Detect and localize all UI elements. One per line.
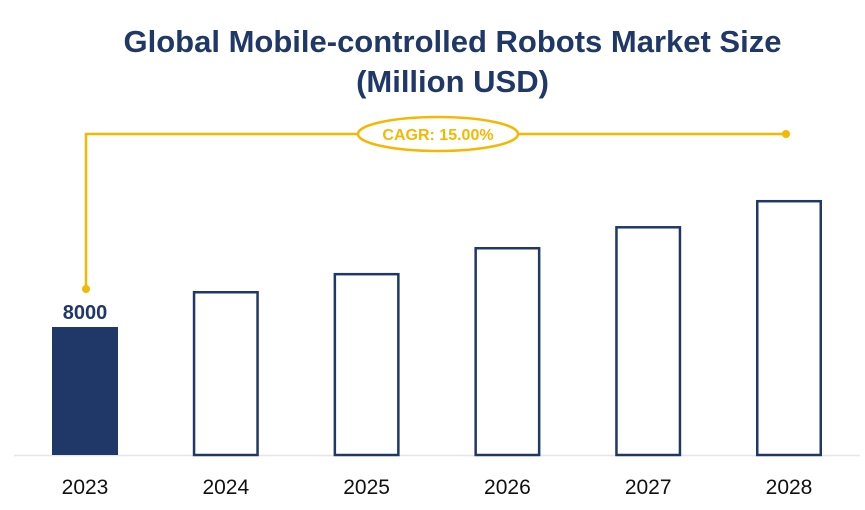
bar-2027 [615, 226, 682, 457]
x-tick-label-2024: 2024 [202, 476, 249, 499]
bar-2024 [192, 291, 259, 457]
chart-title: Global Mobile-controlled Robots Market S… [0, 22, 865, 102]
cagr-line [84, 132, 786, 288]
bar-2028 [756, 199, 822, 457]
cagr-end-dot [782, 130, 790, 138]
x-tick-label-2023: 2023 [62, 476, 109, 499]
title-line-1: Global Mobile-controlled Robots Market S… [123, 24, 782, 59]
x-tick-label-2028: 2028 [766, 476, 813, 499]
cagr-start-dot [82, 285, 90, 293]
title-line-2: (Million USD) [356, 64, 549, 99]
data-label-2023: 8000 [63, 302, 108, 324]
cagr-annotation: CAGR: 15.00% [82, 115, 790, 293]
bar-2025 [333, 272, 400, 457]
cagr-label: CAGR: 15.00% [382, 127, 493, 144]
x-tick-label-2025: 2025 [343, 476, 390, 499]
x-tick-label-2027: 2027 [625, 476, 672, 499]
cagr-ellipse [356, 115, 520, 153]
x-tick-label-2026: 2026 [484, 476, 531, 499]
bar-2023 [52, 327, 118, 455]
bar-2026 [474, 247, 541, 457]
